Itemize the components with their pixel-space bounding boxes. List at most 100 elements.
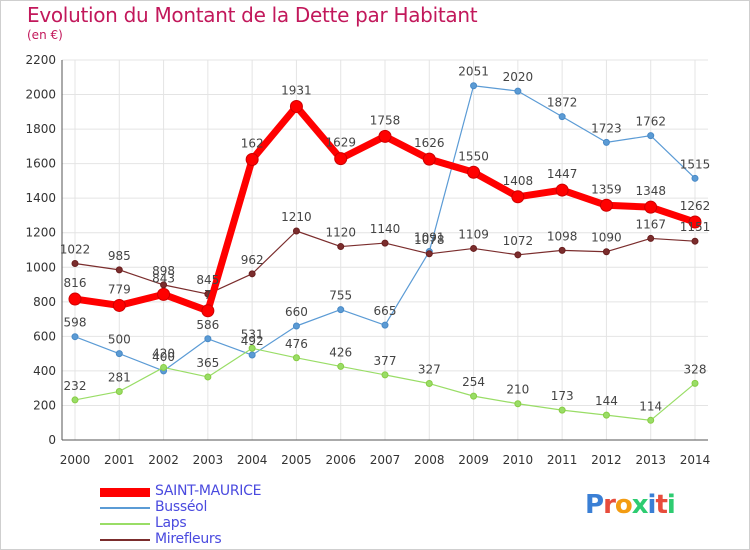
data-point [115, 387, 123, 395]
legend-swatch [100, 523, 150, 525]
data-label: 1872 [547, 96, 578, 110]
data-point [644, 200, 658, 214]
x-tick-label: 2014 [680, 453, 711, 467]
data-point [378, 129, 392, 143]
data-label: 1022 [60, 242, 91, 256]
data-label: 985 [108, 249, 131, 263]
y-tick-label: 800 [33, 295, 56, 309]
logo-letter: i [647, 490, 657, 520]
data-label: 1408 [503, 174, 534, 188]
data-point [68, 292, 82, 306]
data-point [381, 239, 389, 247]
legend: SAINT-MAURICE Busséol Laps Mirefleurs [100, 483, 360, 548]
y-tick-label: 200 [33, 398, 56, 412]
data-label: 400 [152, 350, 175, 364]
data-point [647, 234, 655, 242]
data-point [248, 270, 256, 278]
y-tick-label: 1200 [25, 226, 56, 240]
x-tick-label: 2008 [414, 453, 445, 467]
data-label: 1931 [281, 83, 312, 97]
data-label: 114 [639, 399, 662, 413]
data-point [292, 354, 300, 362]
x-tick-label: 2007 [370, 453, 401, 467]
data-point [558, 113, 566, 121]
data-label: 365 [196, 356, 219, 370]
data-label: 144 [595, 394, 618, 408]
legend-item: Busséol [100, 499, 360, 516]
data-label: 1262 [680, 199, 711, 213]
data-label: 779 [108, 282, 131, 296]
data-point [115, 350, 123, 358]
y-tick-label: 1000 [25, 260, 56, 274]
data-label: 531 [241, 327, 264, 341]
data-labels: 598 500 400 586 492 660 755 665 1091 2051 2020 1872… [60, 65, 711, 414]
legend-label: Busséol [155, 499, 208, 515]
legend-swatch [100, 487, 150, 497]
data-label: 1072 [503, 234, 534, 248]
data-label: 1091 [414, 231, 445, 245]
data-label: 1626 [414, 136, 445, 150]
y-tick-label: 2000 [25, 88, 56, 102]
legend-swatch [100, 507, 150, 509]
data-point [292, 227, 300, 235]
data-label: 492 [241, 334, 264, 348]
y-tick-label: 400 [33, 364, 56, 378]
y-tick-label: 1400 [25, 191, 56, 205]
data-label: 1109 [458, 227, 489, 241]
data-point [470, 82, 478, 90]
data-label: 1120 [325, 226, 356, 240]
x-tick-label: 2006 [325, 453, 356, 467]
data-label: 1550 [458, 149, 489, 163]
data-label: 476 [285, 337, 308, 351]
legend-label: Laps [155, 515, 187, 531]
logo-letter: x [631, 490, 649, 520]
data-point [115, 266, 123, 274]
data-point [555, 183, 569, 197]
data-label: 1447 [547, 167, 578, 181]
data-point [337, 306, 345, 314]
data-point [647, 416, 655, 424]
data-point [71, 333, 79, 341]
data-label: 7 [204, 288, 212, 302]
data-point [514, 87, 522, 95]
data-point [160, 363, 168, 371]
proxiti-logo: Proxiti [585, 490, 676, 520]
data-label: 173 [551, 389, 574, 403]
data-label: 586 [196, 318, 219, 332]
data-point [337, 243, 345, 251]
data-point [470, 244, 478, 252]
data-label: 1348 [635, 184, 666, 198]
data-point [71, 259, 79, 267]
legend-item: Laps [100, 515, 360, 532]
legend-item: SAINT-MAURICE [100, 483, 360, 500]
data-label: 1723 [591, 121, 622, 135]
data-point [381, 321, 389, 329]
logo-letter: P [585, 490, 604, 520]
data-point [71, 396, 79, 404]
data-point [425, 380, 433, 388]
legend-swatch [100, 539, 150, 541]
data-point [112, 298, 126, 312]
chart-subtitle: (en €) [27, 28, 63, 42]
data-label: 1515 [680, 157, 711, 171]
data-label: 1167 [635, 217, 666, 231]
x-tick-label: 2005 [281, 453, 312, 467]
y-tick-label: 2200 [25, 53, 56, 67]
data-label: 254 [462, 375, 485, 389]
data-label: 2020 [503, 70, 534, 84]
data-label: 162 [241, 136, 264, 150]
x-tick-label: 2010 [503, 453, 534, 467]
series-layer [68, 82, 702, 424]
data-label: 816 [64, 276, 87, 290]
data-label: 232 [64, 379, 87, 393]
data-label: 420 [152, 346, 175, 360]
data-point [337, 362, 345, 370]
data-point [602, 411, 610, 419]
y-tick-label: 0 [48, 433, 56, 447]
x-tick-label: 2013 [635, 453, 666, 467]
data-label: 755 [329, 289, 352, 303]
logo-letter: t [655, 490, 667, 520]
data-point [381, 371, 389, 379]
